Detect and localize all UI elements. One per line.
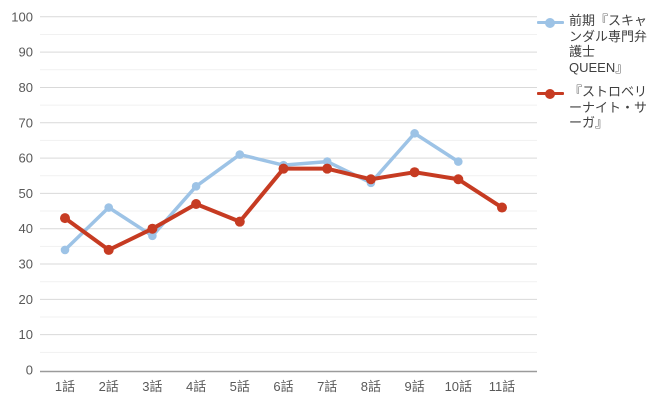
y-axis-tick-label: 20 — [19, 292, 33, 307]
x-axis-category-label: 4話 — [186, 379, 206, 394]
legend: 前期『スキャ ンダル専門弁 護士 QUEEN』『ストロベリ ーナイト・サ ーガ』 — [537, 13, 659, 140]
data-point-marker — [497, 202, 507, 213]
legend-label-line: 『ストロベリ — [569, 84, 648, 99]
x-axis-category-label: 8話 — [361, 379, 381, 394]
data-point-marker — [60, 213, 70, 224]
x-axis-category-label: 3話 — [142, 379, 162, 394]
data-point-marker — [191, 198, 202, 209]
data-point-marker — [235, 150, 245, 159]
data-point-marker — [147, 223, 158, 234]
series-line-strawberry — [63, 166, 504, 252]
data-point-marker — [365, 174, 376, 185]
legend-item: 『ストロベリ ーナイト・サ ーガ』 — [537, 84, 659, 131]
legend-label-line: 前期『スキャ — [569, 13, 648, 28]
x-axis-category-label: 10話 — [445, 379, 472, 394]
y-axis-tick-label: 40 — [19, 221, 33, 236]
series-line-queen — [63, 131, 461, 252]
legend-marker-dot — [545, 88, 555, 99]
legend-label: 前期『スキャ ンダル専門弁 護士 QUEEN』 — [569, 13, 647, 75]
x-axis-category-label: 5話 — [230, 379, 250, 394]
x-axis-category-label: 2話 — [99, 379, 119, 394]
y-axis-tick-label: 90 — [19, 45, 33, 60]
x-axis-category-label: 11話 — [489, 379, 516, 394]
y-axis-tick-label: 10 — [19, 327, 33, 342]
y-axis-tick-label: 80 — [19, 80, 33, 95]
data-point-marker — [410, 129, 419, 138]
legend-item: 前期『スキャ ンダル専門弁 護士 QUEEN』 — [537, 13, 659, 75]
x-axis-category-label: 6話 — [273, 379, 293, 394]
legend-marker-icon — [537, 85, 564, 101]
legend-label-line: ーナイト・サ — [569, 99, 648, 115]
y-axis-tick-label: 100 — [11, 9, 33, 24]
legend-label-line: QUEEN』 — [569, 59, 629, 75]
data-point-marker — [454, 157, 463, 166]
y-axis-tick-label: 70 — [19, 115, 33, 130]
x-axis-category-label: 1話 — [55, 379, 75, 394]
data-point-marker — [104, 203, 113, 212]
y-axis-tick-label: 30 — [19, 257, 33, 272]
legend-label-line: ーガ』 — [569, 115, 609, 130]
line-chart: 0 10 20 30 40 50 60 70 80 90 100 1話 2話 3話 4話 5話 6話 7話 8話 9話… — [11, 9, 537, 394]
data-point-marker — [148, 231, 157, 241]
data-point-marker — [322, 163, 333, 174]
data-point-marker — [453, 174, 464, 185]
legend-marker-icon — [537, 14, 564, 30]
x-axis-category-label: 7話 — [317, 379, 337, 394]
y-axis-tick-label: 50 — [19, 186, 33, 201]
chart-area: 0 10 20 30 40 50 60 70 80 90 100 1話 2話 3話 4話 5話 6話 7話 8話 9話… — [11, 9, 537, 394]
legend-label-line: 護士 — [569, 44, 596, 59]
data-point-marker — [322, 157, 332, 166]
data-point-marker — [278, 163, 289, 174]
y-axis-tick-label: 0 — [26, 363, 33, 378]
data-point-marker — [409, 167, 420, 178]
data-point-marker — [103, 244, 114, 255]
data-point-marker — [191, 182, 201, 191]
y-axis-tick-label: 60 — [19, 151, 33, 166]
data-point-marker — [60, 245, 70, 255]
legend-marker-dot — [545, 17, 555, 28]
data-point-marker — [234, 216, 245, 227]
x-axis-category-label: 9話 — [404, 379, 424, 394]
legend-label: 『ストロベリ ーナイト・サ ーガ』 — [569, 84, 647, 131]
legend-label-line: ンダル専門弁 — [569, 28, 648, 44]
